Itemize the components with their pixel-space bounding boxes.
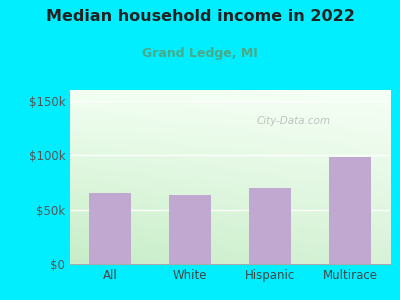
Bar — [329, 158, 371, 264]
Bar — [89, 193, 131, 264]
Text: City-Data.com: City-Data.com — [257, 116, 331, 126]
Bar — [249, 188, 291, 264]
Bar — [169, 196, 211, 264]
Text: Median household income in 2022: Median household income in 2022 — [46, 9, 354, 24]
Text: Grand Ledge, MI: Grand Ledge, MI — [142, 46, 258, 59]
